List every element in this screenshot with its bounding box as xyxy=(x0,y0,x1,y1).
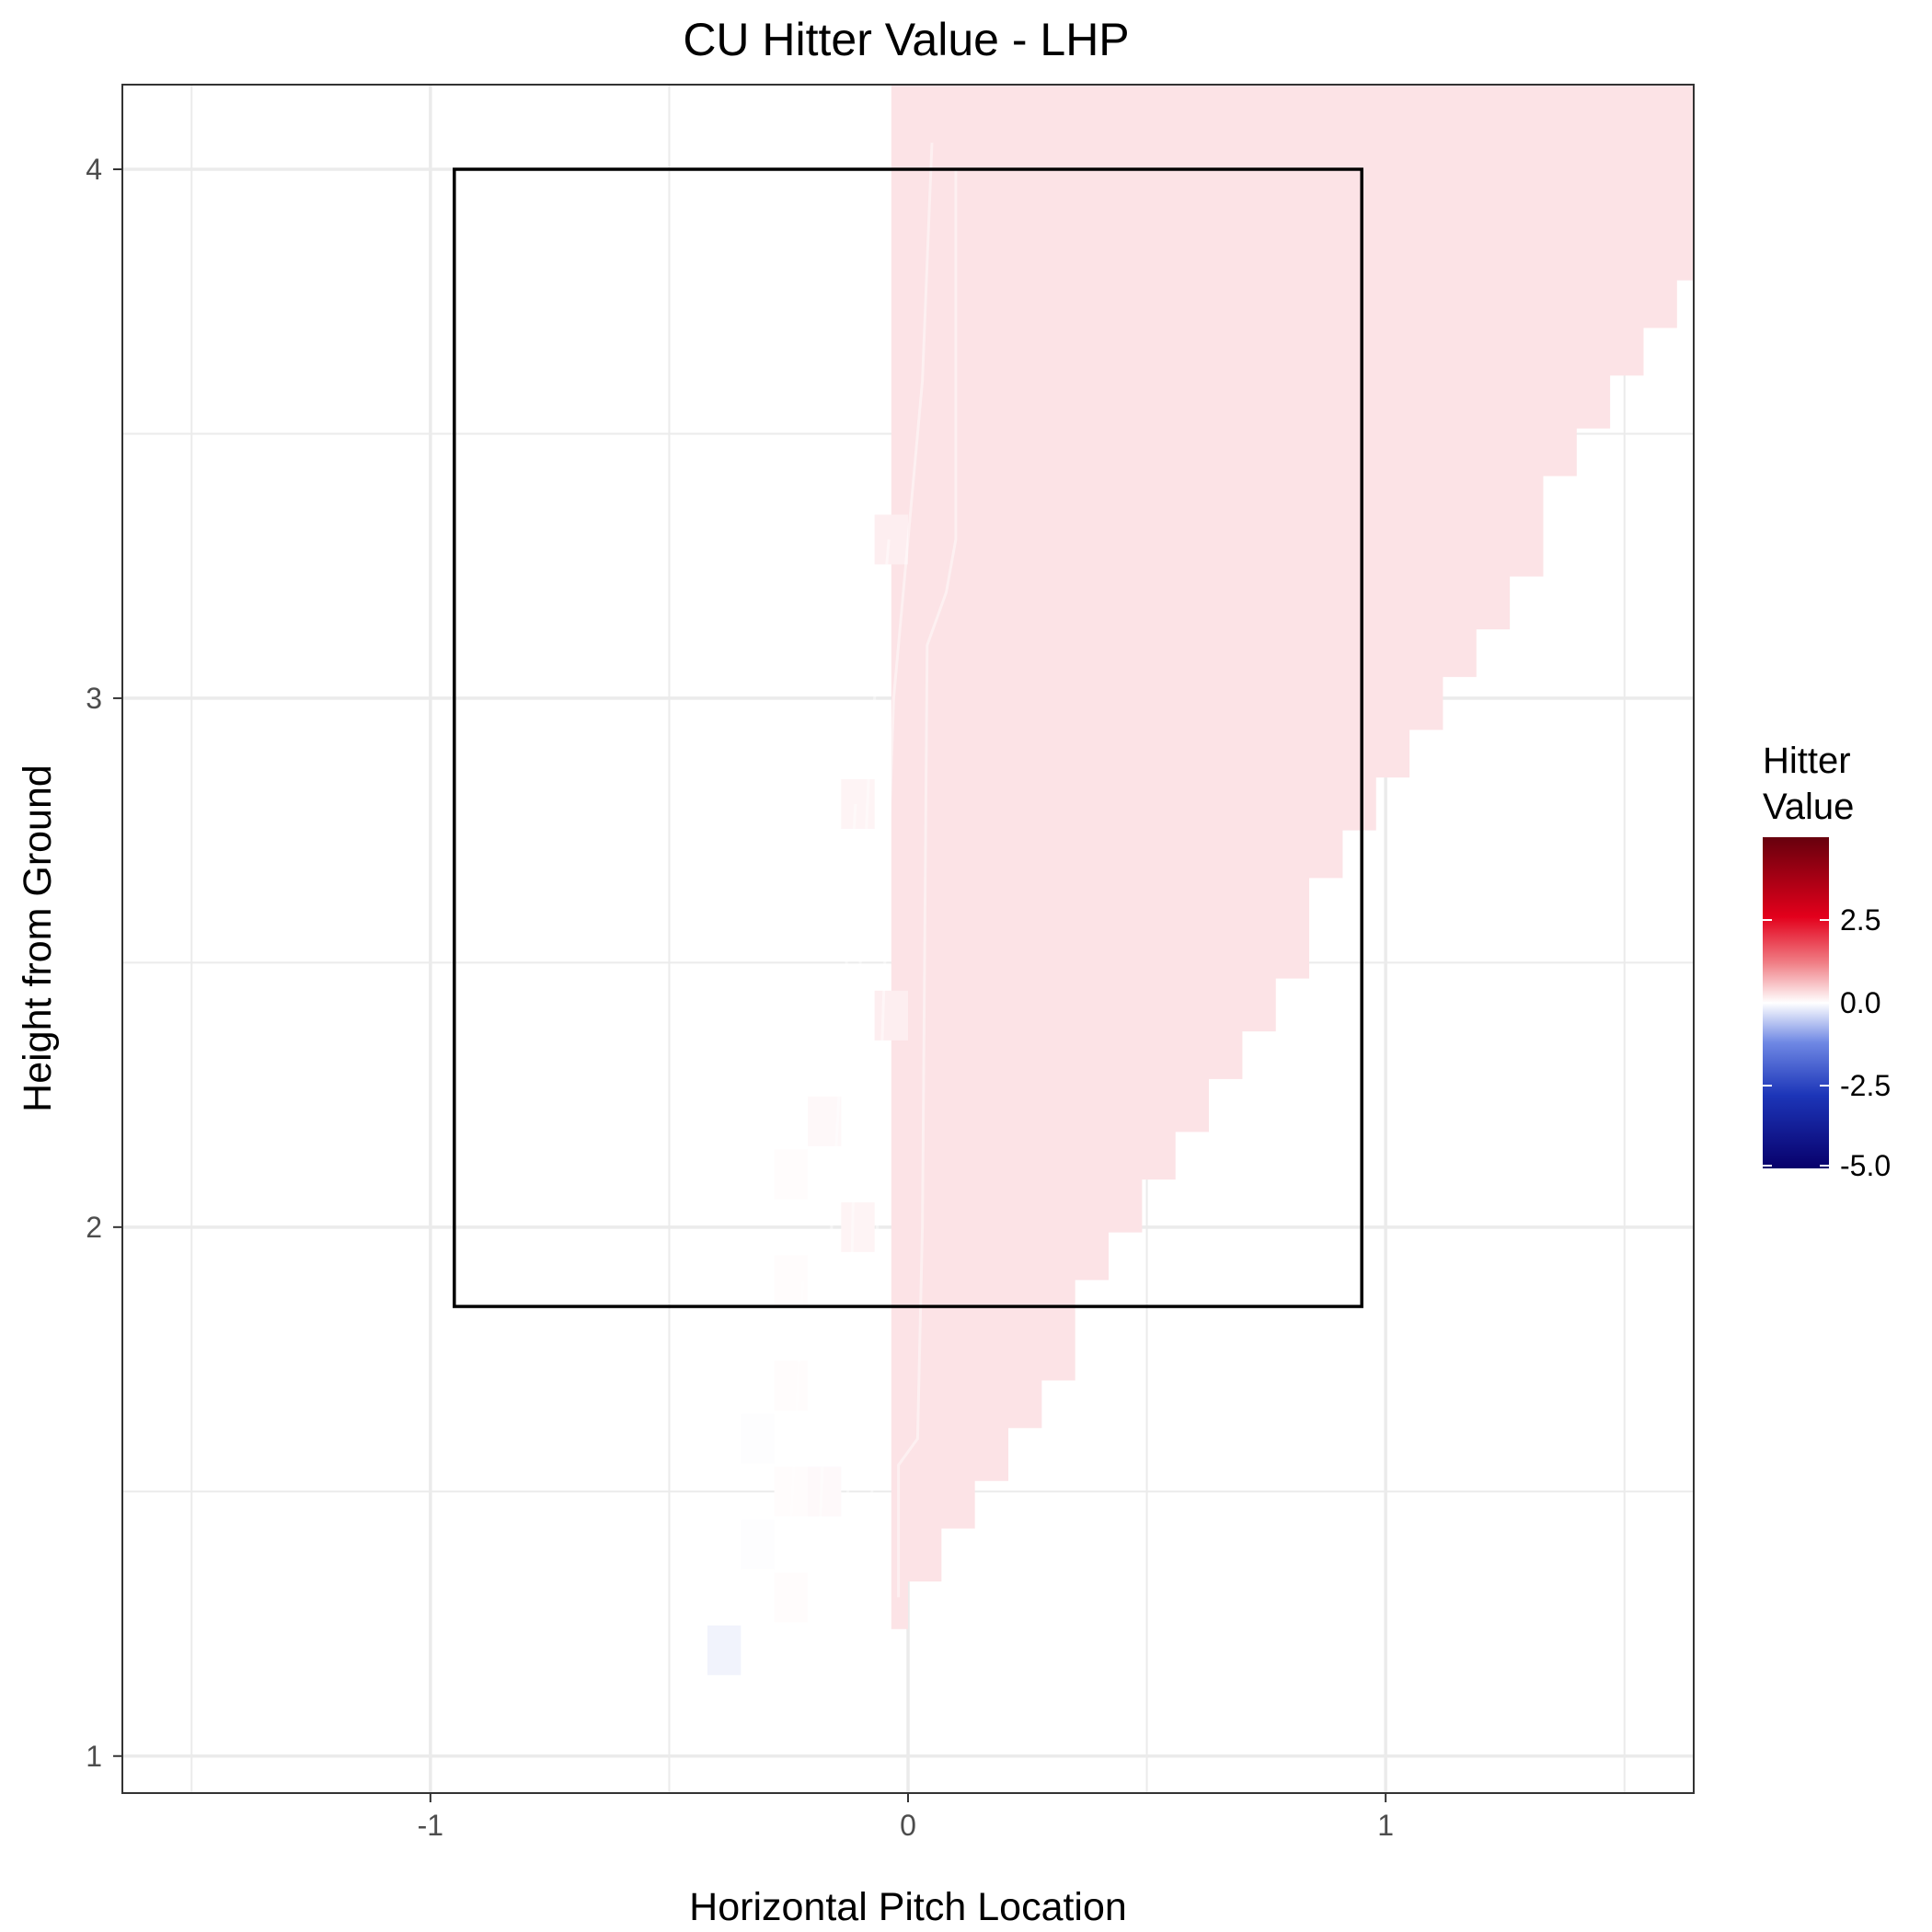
y-axis: 1 2 3 4 xyxy=(86,153,122,1773)
x-axis: -1 0 1 xyxy=(418,1793,1394,1842)
legend-tick-label: 2.5 xyxy=(1840,903,1880,937)
heatmap-tile xyxy=(774,1572,808,1623)
legend-title-line1: Hitter xyxy=(1763,741,1851,781)
contour-line xyxy=(897,169,958,1598)
heatmap-tile xyxy=(874,514,908,565)
heatmap-tile xyxy=(841,1202,875,1252)
y-axis-title: Height from Ground xyxy=(16,765,60,1112)
contour-line xyxy=(787,1280,805,1571)
heatmap-tile xyxy=(807,1096,842,1146)
chart-title: CU Hitter Value - LHP xyxy=(683,14,1129,65)
heatmap-tiles xyxy=(707,85,1694,1675)
y-tick-label: 1 xyxy=(86,1740,102,1773)
x-tick-label: -1 xyxy=(418,1809,443,1842)
heatmap-tile xyxy=(741,1413,775,1464)
legend-tick-label: 0.0 xyxy=(1840,986,1880,1019)
y-tick-label: 4 xyxy=(86,153,102,186)
heatmap-tile xyxy=(774,1149,808,1200)
x-axis-title: Horizontal Pitch Location xyxy=(689,1885,1127,1929)
heatmap-tile xyxy=(707,1625,742,1675)
heatmap-region-positive xyxy=(891,85,1694,1629)
strike-zone xyxy=(453,167,1363,1308)
y-tick-label: 2 xyxy=(86,1211,102,1244)
legend-tick-label: -5.0 xyxy=(1840,1149,1891,1182)
x-tick-label: 0 xyxy=(900,1809,916,1842)
y-tick-label: 3 xyxy=(86,682,102,715)
heatmap-tile xyxy=(774,1255,808,1305)
contour-line xyxy=(845,539,891,1598)
legend-colorbar xyxy=(1763,837,1829,1168)
plot-panel xyxy=(121,84,1695,1794)
legend-ticks: 2.5 0.0 -2.5 -5.0 xyxy=(1763,903,1891,1182)
contour-lines xyxy=(787,143,958,1598)
legend: Hitter Value 2.5 0.0 -2.5 -5.0 xyxy=(1763,741,1891,1182)
legend-title-line2: Value xyxy=(1763,787,1854,827)
heatmap-tile xyxy=(741,1519,775,1570)
heatmap-tile xyxy=(874,990,908,1041)
contour-line xyxy=(815,803,857,1598)
heatmap-tile xyxy=(774,1361,808,1411)
heatmap-tile xyxy=(807,1466,842,1517)
heatmap-tile xyxy=(774,1466,808,1517)
legend-tick-label: -2.5 xyxy=(1840,1069,1891,1102)
heatmap-tile xyxy=(841,778,875,829)
x-tick-label: 1 xyxy=(1377,1809,1394,1842)
contour-line xyxy=(868,143,934,1598)
